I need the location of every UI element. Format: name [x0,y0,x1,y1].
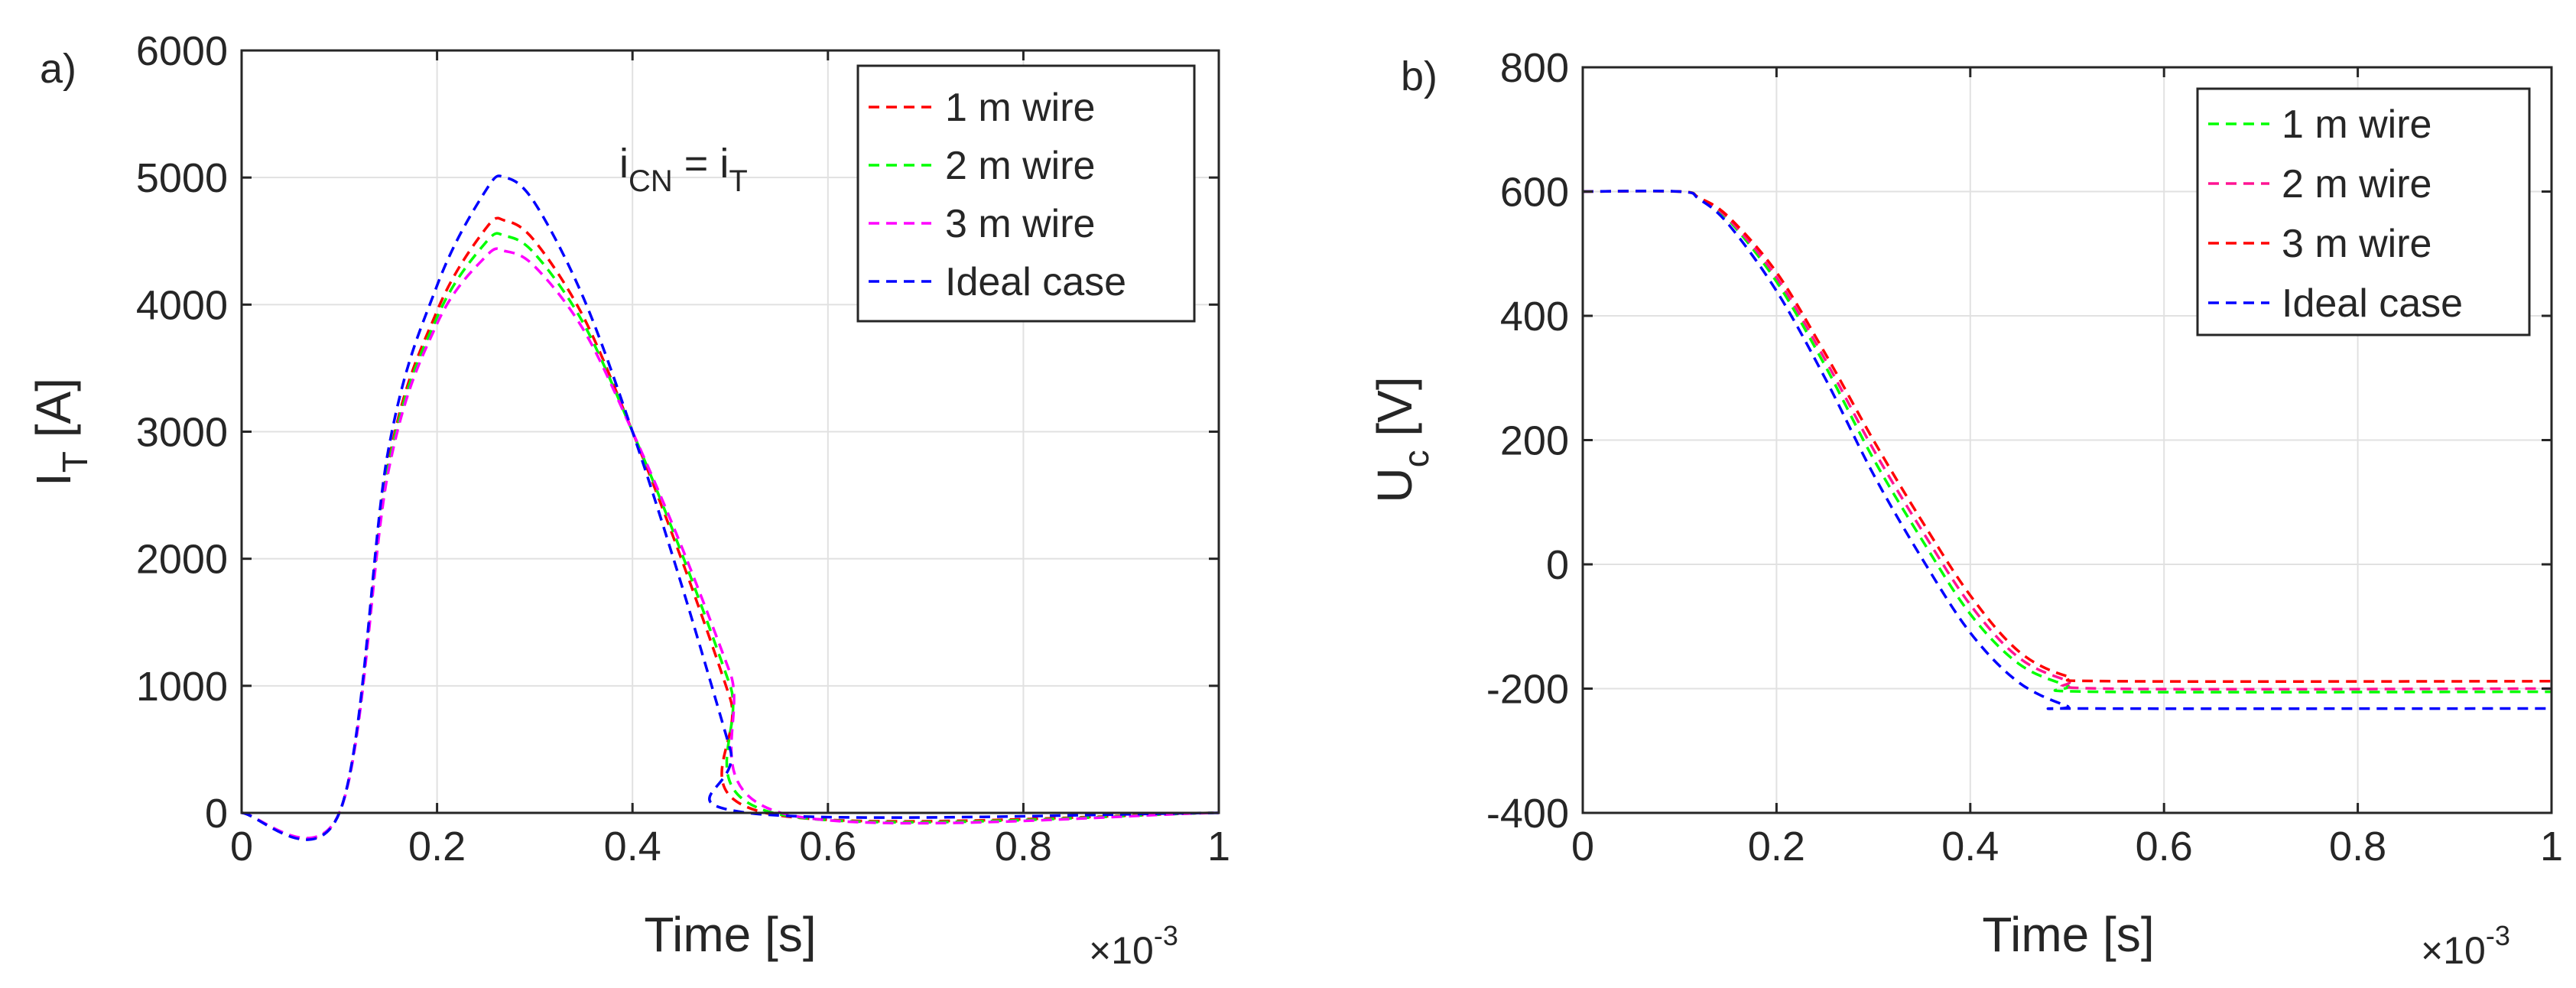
panel-a-x-exponent-power: -3 [1154,920,1178,951]
panel-b-y-tick-label: -400 [1486,791,1569,837]
panel-a-y-tick-label: 4000 [136,282,228,328]
panel-a-y-tick-label: 1000 [136,664,228,710]
panel-a-y-tick-label: 6000 [136,28,228,74]
panel-a-legend: 1 m wire 2 m wire 3 m wire Ideal case [856,64,1196,323]
panel-a-y-axis-label: IT [A] [26,378,95,486]
panel-b-x-tick-label: 1 [2540,824,2563,869]
panel-a-label: a) [40,46,76,92]
panel-a-annotation-mid: = i [673,141,729,187]
panel-a-y-axis-label-main: I [26,473,81,486]
panel-b-y-tick-label: 800 [1500,45,1569,91]
panel-b-y-axis-label-sub: c [1396,450,1436,467]
panel-b-y-tick-label: -200 [1486,667,1569,713]
panel-a-x-axis-label: Time [s] [644,907,816,962]
panel-a-series-ideal-case [241,174,1220,841]
panel-a-x-tick-label: 0.2 [408,824,466,869]
panel-b-legend-label-ideal-case: Ideal case [2282,281,2463,326]
panel-b-y-tick-label: 0 [1546,542,1569,588]
panel-b: 0 0.2 0.4 0.6 0.8 1 -400 -200 0 200 400 600 800 b) T… [1367,45,2563,972]
panel-b-x-tick-label: 0.8 [2329,824,2386,869]
panel-a-annotation-i1: i [619,141,629,187]
panel-b-series-ideal-case [1582,190,2552,710]
panel-b-legend-label-2-m-wire: 2 m wire [2282,162,2431,206]
panel-a-y-axis-label-rest: [A] [26,378,81,451]
panel-a-annotation-s1: CN [629,164,673,198]
panel-a-x-tick-label: 0.6 [799,824,856,869]
panel-b-y-tick-label: 600 [1500,170,1569,216]
panel-b-x-tick-label: 0.4 [1941,824,1999,869]
panel-b-legend: 1 m wire 2 m wire 3 m wire Ideal case [2196,87,2531,336]
panel-b-x-exponent: ×10-3 [2421,920,2510,972]
panel-b-x-tick-label: 0.6 [2136,824,2193,869]
panel-b-legend-label-3-m-wire: 3 m wire [2282,222,2431,266]
panel-b-y-axis-label-rest: [V] [1367,376,1422,450]
panel-a-y-tick-label: 2000 [136,537,228,583]
panel-b-y-tick-label: 200 [1500,418,1569,464]
panel-b-y-tick-label: 400 [1500,294,1569,340]
panel-a-legend-label-1-m-wire: 1 m wire [945,86,1095,130]
panel-b-series-3-m-wire [1582,190,2552,683]
panel-b-ticks: 0 0.2 0.4 0.6 0.8 1 -400 -200 0 200 400 600 800 [1486,45,2563,869]
panel-b-x-exponent-base: ×10 [2421,929,2486,972]
panel-b-y-axis-label-main: U [1367,467,1422,502]
panel-b-x-axis-label: Time [s] [1982,907,2154,962]
panel-a-y-tick-label: 0 [205,791,228,837]
panel-b-label: b) [1401,54,1437,99]
panel-a-legend-label-ideal-case: Ideal case [945,260,1126,304]
panel-a-annotation: iCN = iT [619,141,748,198]
panel-a-plot-area [241,174,1220,841]
panel-a-y-tick-label: 5000 [136,155,228,201]
panel-a-y-tick-label: 3000 [136,410,228,456]
panel-b-legend-label-1-m-wire: 1 m wire [2282,102,2431,147]
panel-a-x-tick-label: 0.4 [604,824,661,869]
panel-a-x-tick-label: 0.8 [995,824,1052,869]
panel-b-y-axis-label: Uc [V] [1367,376,1436,502]
panel-a-legend-label-3-m-wire: 3 m wire [945,202,1095,246]
panel-a-y-axis-label-sub: T [55,451,95,473]
panel-a-x-exponent-base: ×10 [1089,929,1154,972]
panel-b-x-exponent-power: -3 [2486,920,2510,951]
panel-a: 0 0.2 0.4 0.6 0.8 10100020003000400050006000 … [26,28,1230,972]
panel-a-x-tick-label: 1 [1207,824,1230,869]
panel-b-x-tick-label: 0 [1571,824,1594,869]
panel-b-x-tick-label: 0.2 [1748,824,1805,869]
panel-b-legend-box [2196,87,2531,336]
panel-a-x-exponent: ×10-3 [1089,920,1178,972]
panel-a-legend-label-2-m-wire: 2 m wire [945,144,1095,188]
panel-a-x-tick-label: 0 [230,824,253,869]
panel-a-series-3-m-wire [241,247,1220,840]
panel-a-annotation-s2: T [729,164,747,198]
panel-a-ticks: 0 0.2 0.4 0.6 0.8 1 0 1000 2000 3000 4000 5000 6000 [136,28,1230,869]
panel-b-plot-area [1582,190,2552,710]
